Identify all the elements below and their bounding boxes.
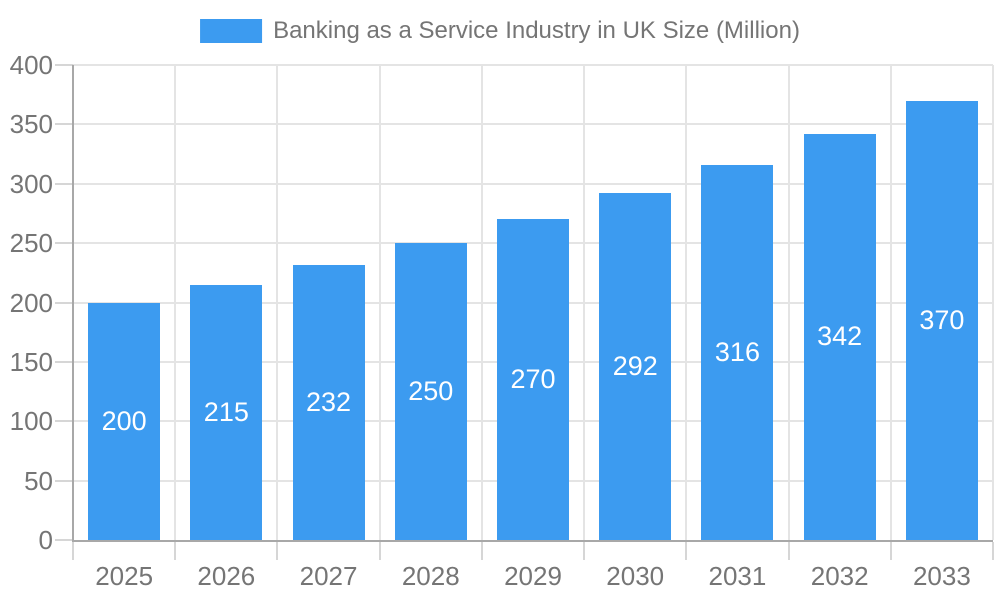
x-axis-tick-label: 2026 <box>197 561 256 591</box>
bar-value-label: 270 <box>510 364 556 395</box>
gridline-vertical <box>480 65 483 540</box>
bar-2029[interactable]: 270 <box>497 219 569 540</box>
bar-2033[interactable]: 370 <box>905 100 978 540</box>
bar-value-label: 250 <box>408 376 454 407</box>
y-axis-tick-label: 200 <box>9 287 53 318</box>
gridline-vertical <box>378 65 381 540</box>
gridline-vertical <box>992 65 994 540</box>
y-axis-tick-label: 150 <box>9 346 53 377</box>
x-axis-tick <box>583 542 586 560</box>
y-axis-tick <box>55 123 73 126</box>
y-axis-tick <box>55 64 73 66</box>
y-axis-tick <box>55 301 73 304</box>
y-axis-tick <box>55 242 73 245</box>
legend-color-swatch <box>200 19 263 43</box>
x-axis-tick <box>480 542 483 560</box>
x-axis-tick-label: 2027 <box>299 561 358 591</box>
x-axis-line <box>73 540 993 542</box>
y-axis-tick-label: 0 <box>38 525 53 555</box>
bar-2028[interactable]: 250 <box>394 243 467 540</box>
y-axis-line <box>72 65 74 542</box>
bar-2025[interactable]: 200 <box>88 302 161 540</box>
gridline-vertical <box>889 65 892 540</box>
gridline-vertical <box>276 65 279 540</box>
x-axis-tick <box>174 542 177 560</box>
y-axis-tick-label: 50 <box>24 465 53 496</box>
gridline-vertical <box>685 65 688 540</box>
x-axis-tick <box>889 542 892 560</box>
bar-value-label: 215 <box>203 396 249 427</box>
bar-value-label: 232 <box>306 386 352 417</box>
x-axis-tick-label: 2025 <box>95 561 154 591</box>
y-axis-tick-label: 350 <box>9 109 53 140</box>
x-axis-tick-label: 2029 <box>504 561 562 591</box>
y-axis-tick-label: 250 <box>9 228 53 259</box>
gridline-vertical <box>787 65 790 540</box>
gridline-vertical <box>583 65 586 540</box>
x-axis-tick-label: 2030 <box>606 561 665 591</box>
x-axis-tick <box>685 542 688 560</box>
y-axis-tick <box>55 360 73 363</box>
bar-value-label: 200 <box>101 405 147 436</box>
y-axis-tick <box>55 182 73 185</box>
y-axis-tick <box>55 539 73 541</box>
x-axis-tick-label: 2028 <box>401 561 460 591</box>
bar-2031[interactable]: 316 <box>701 164 774 540</box>
gridline-horizontal <box>73 123 993 126</box>
y-axis-tick-label: 300 <box>9 168 53 199</box>
bar-value-label: 342 <box>817 321 863 352</box>
legend-label: Banking as a Service Industry in UK Size… <box>273 17 800 44</box>
legend-item[interactable]: Banking as a Service Industry in UK Size… <box>200 17 800 45</box>
y-axis-tick-label: 100 <box>9 406 53 437</box>
y-axis-tick-label: 400 <box>9 50 53 80</box>
gridline-horizontal <box>73 182 993 185</box>
gridline-vertical <box>174 65 177 540</box>
x-axis-tick-label: 2033 <box>912 561 971 591</box>
bar-2030[interactable]: 292 <box>599 193 672 540</box>
x-axis-tick <box>992 542 994 560</box>
bar-2027[interactable]: 232 <box>292 264 365 540</box>
bar-2026[interactable]: 215 <box>190 284 263 540</box>
y-axis-tick <box>55 479 73 482</box>
y-axis-tick <box>55 420 73 423</box>
gridline-horizontal <box>73 64 993 66</box>
x-axis-tick <box>787 542 790 560</box>
x-axis-tick <box>378 542 381 560</box>
x-axis-tick-label: 2032 <box>810 561 869 591</box>
bar-2032[interactable]: 342 <box>803 133 876 540</box>
bar-value-label: 370 <box>919 304 965 335</box>
bar-value-label: 316 <box>714 336 760 367</box>
x-axis-tick-label: 2031 <box>708 561 767 591</box>
x-axis-tick <box>72 542 74 560</box>
bar-value-label: 292 <box>612 351 658 382</box>
x-axis-tick <box>276 542 279 560</box>
